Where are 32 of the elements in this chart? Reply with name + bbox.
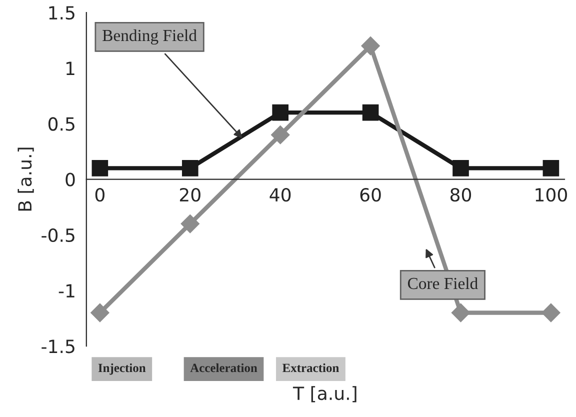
y-axis-title: B [a.u.] <box>18 148 34 211</box>
x-tick-label: 20 <box>180 188 200 202</box>
point <box>452 160 469 176</box>
point <box>542 303 560 322</box>
x-tick-label: 0 <box>95 188 104 202</box>
point <box>451 303 470 322</box>
x-tick-label: 40 <box>270 188 291 202</box>
y-tick-label: -0.5 <box>42 228 74 242</box>
text: Injection <box>98 363 146 375</box>
text: Bending Field <box>102 29 197 45</box>
y-tick-label: 1 <box>66 62 74 75</box>
text: Extraction <box>282 363 339 372</box>
point <box>362 104 379 121</box>
point <box>182 160 198 176</box>
point <box>90 303 110 322</box>
point <box>92 160 108 176</box>
y-tick-label: -1 <box>58 284 74 298</box>
x-axis-title: T [a.u.] <box>292 386 356 402</box>
y-tick-label: 0 <box>66 172 75 186</box>
y-tick-label: 1.5 <box>49 6 74 20</box>
point <box>272 104 288 121</box>
x-tick-label: 100 <box>536 188 567 202</box>
x-tick-label: 80 <box>450 188 472 202</box>
y-tick-label: 0.5 <box>48 117 74 131</box>
point <box>270 125 290 144</box>
point <box>180 214 200 234</box>
point <box>361 36 380 56</box>
text: Acceleration <box>190 363 258 372</box>
y-tick-label: -1.5 <box>42 340 74 354</box>
series-label: Core Field <box>408 277 478 290</box>
point <box>542 160 560 176</box>
x-tick-label: 60 <box>360 188 381 202</box>
